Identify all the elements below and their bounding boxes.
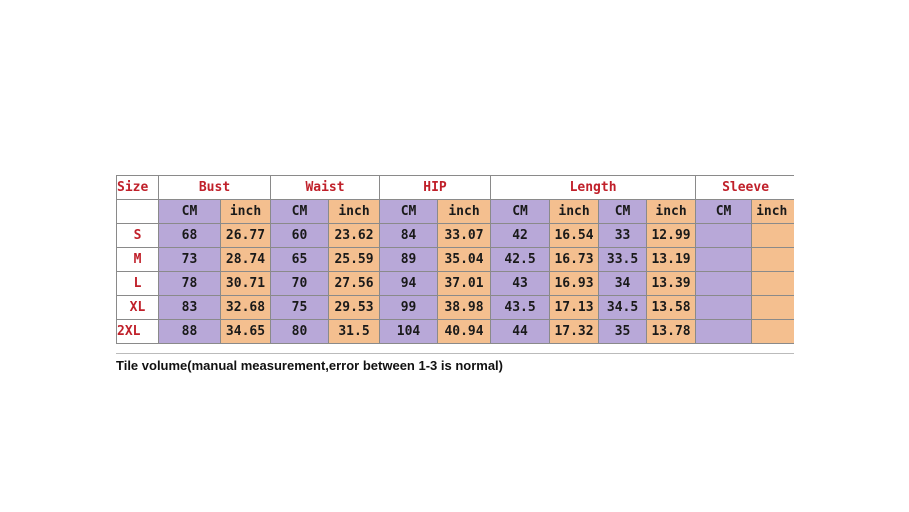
unit-inch: inch: [549, 199, 600, 224]
cm-value-cell: 88: [158, 319, 221, 344]
cm-value-cell: 70: [270, 271, 329, 296]
cm-value-cell: [695, 319, 753, 344]
inch-value-cell: 23.62: [327, 223, 381, 248]
hip-header: HIP: [379, 175, 492, 200]
inch-value-cell: 30.71: [220, 271, 271, 296]
cm-value-cell: 33.5: [598, 247, 648, 272]
unit-cm: CM: [379, 199, 439, 224]
cm-value-cell: 60: [270, 223, 329, 248]
cm-value-cell: 83: [158, 295, 221, 320]
unit-inch: inch: [437, 199, 492, 224]
cm-value-cell: 44: [490, 319, 551, 344]
cm-value-cell: 80: [270, 319, 329, 344]
cm-value-cell: 42.5: [490, 247, 551, 272]
size-chart: Size Bust Waist HIP Length Sleeve CM inc…: [116, 175, 794, 381]
inch-value-cell: 40.94: [437, 319, 492, 344]
cm-value-cell: [695, 271, 753, 296]
inch-value-cell: 16.54: [549, 223, 600, 248]
sleeve-header: Sleeve: [695, 175, 794, 200]
cm-value-cell: 94: [379, 271, 439, 296]
inch-value-cell: [751, 319, 794, 344]
inch-value-cell: 33.07: [437, 223, 492, 248]
size-rows: S 68 26.77 60 23.62 84 33.07 42 16.54 33 12.99 M 73 2…: [116, 223, 794, 344]
inch-value-cell: 25.59: [327, 247, 381, 272]
inch-value-cell: 34.65: [220, 319, 271, 344]
cm-value-cell: 89: [379, 247, 439, 272]
size-table: Size Bust Waist HIP Length Sleeve CM inc…: [116, 175, 794, 344]
cm-value-cell: 42: [490, 223, 551, 248]
inch-value-cell: 29.53: [327, 295, 381, 320]
unit-inch: inch: [751, 199, 794, 224]
size-label: S: [116, 223, 159, 248]
inch-value-cell: [751, 295, 794, 320]
cm-value-cell: 43.5: [490, 295, 551, 320]
cm-value-cell: 78: [158, 271, 221, 296]
inch-value-cell: 35.04: [437, 247, 492, 272]
cm-value-cell: 65: [270, 247, 329, 272]
inch-value-cell: 26.77: [220, 223, 271, 248]
cm-value-cell: 43: [490, 271, 551, 296]
inch-value-cell: 12.99: [646, 223, 697, 248]
inch-value-cell: 17.13: [549, 295, 600, 320]
inch-value-cell: 13.58: [646, 295, 697, 320]
cm-value-cell: 34.5: [598, 295, 648, 320]
table-row: M 73 28.74 65 25.59 89 35.04 42.5 16.73 33.5 13.19: [116, 247, 794, 272]
unit-blank-cell: [116, 199, 159, 224]
inch-value-cell: 27.56: [327, 271, 381, 296]
inch-value-cell: [751, 247, 794, 272]
size-header: Size: [116, 175, 159, 200]
inch-value-cell: 31.5: [327, 319, 381, 344]
unit-cm: CM: [490, 199, 551, 224]
cm-value-cell: 34: [598, 271, 648, 296]
inch-value-cell: 32.68: [220, 295, 271, 320]
inch-value-cell: 13.19: [646, 247, 697, 272]
cm-value-cell: 104: [379, 319, 439, 344]
size-label: 2XL: [116, 319, 159, 344]
inch-value-cell: 16.93: [549, 271, 600, 296]
table-row: XL 83 32.68 75 29.53 99 38.98 43.5 17.13 34.5 13.5…: [116, 295, 794, 320]
unit-inch: inch: [220, 199, 271, 224]
inch-value-cell: [751, 271, 794, 296]
cm-value-cell: [695, 295, 753, 320]
unit-inch: inch: [327, 199, 381, 224]
inch-value-cell: [751, 223, 794, 248]
unit-cm: CM: [598, 199, 648, 224]
table-row: L 78 30.71 70 27.56 94 37.01 43 16.93 34 13.39: [116, 271, 794, 296]
inch-value-cell: 13.78: [646, 319, 697, 344]
inch-value-cell: 17.32: [549, 319, 600, 344]
size-label: L: [116, 271, 159, 296]
size-label: XL: [116, 295, 159, 320]
inch-value-cell: 38.98: [437, 295, 492, 320]
inch-value-cell: 16.73: [549, 247, 600, 272]
bust-header: Bust: [158, 175, 271, 200]
length-header: Length: [490, 175, 697, 200]
cm-value-cell: [695, 247, 753, 272]
cm-value-cell: 84: [379, 223, 439, 248]
cm-value-cell: 75: [270, 295, 329, 320]
cm-value-cell: 33: [598, 223, 648, 248]
unit-cm: CM: [270, 199, 329, 224]
cm-value-cell: 99: [379, 295, 439, 320]
cm-value-cell: 35: [598, 319, 648, 344]
inch-value-cell: 37.01: [437, 271, 492, 296]
cm-value-cell: 73: [158, 247, 221, 272]
measurement-note: Tile volume(manual measurement,error bet…: [116, 353, 794, 381]
table-row: 2XL 88 34.65 80 31.5 104 40.94 44 17.32 35 13.78: [116, 319, 794, 344]
table-row: S 68 26.77 60 23.62 84 33.07 42 16.54 33 12.99: [116, 223, 794, 248]
unit-cm: CM: [695, 199, 753, 224]
unit-inch: inch: [646, 199, 697, 224]
waist-header: Waist: [269, 175, 381, 200]
inch-value-cell: 13.39: [646, 271, 697, 296]
unit-cm: CM: [158, 199, 221, 224]
cm-value-cell: 68: [158, 223, 221, 248]
unit-header-row: CM inch CM inch CM inch CM inch CM inch …: [116, 199, 794, 224]
cm-value-cell: [695, 223, 753, 248]
inch-value-cell: 28.74: [220, 247, 271, 272]
group-header-row: Size Bust Waist HIP Length Sleeve: [116, 175, 794, 200]
size-label: M: [116, 247, 159, 272]
